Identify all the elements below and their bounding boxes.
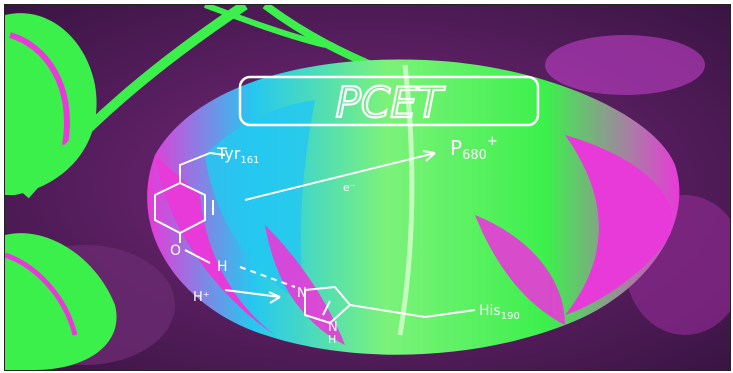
leaf-midrib bbox=[397, 64, 415, 336]
imidazole-ring bbox=[304, 285, 352, 325]
imidazole-double-bond bbox=[322, 300, 331, 316]
electron-label: e⁻ bbox=[343, 181, 356, 194]
bg-blob bbox=[545, 35, 705, 95]
stem bbox=[21, 5, 248, 199]
proton-label: H⁺ bbox=[193, 290, 210, 305]
leaf-region-magenta bbox=[475, 215, 565, 325]
o-h-bond bbox=[184, 249, 211, 264]
side-leaf-vein bbox=[9, 32, 70, 146]
electron-arrowhead bbox=[422, 150, 436, 162]
title-box bbox=[238, 75, 540, 127]
hydrogen-label: H bbox=[217, 259, 228, 275]
nitrogen-label: N bbox=[297, 286, 307, 301]
leaf-region-magenta bbox=[265, 225, 345, 345]
molecule-diagram bbox=[154, 150, 476, 325]
title: PCET bbox=[336, 78, 446, 127]
leaf-photo: PCET Tyr161 P680+ e⁻ O H H⁺ N N H His190 bbox=[5, 5, 730, 370]
leaf-edge bbox=[155, 155, 275, 335]
stem bbox=[203, 5, 326, 48]
his-label: His190 bbox=[479, 303, 520, 322]
p680-label: P680+ bbox=[450, 134, 498, 163]
nitrogen-h-label: H bbox=[328, 333, 336, 346]
his-linker bbox=[349, 304, 476, 319]
electron-arrow bbox=[244, 152, 436, 201]
proton-arrowhead bbox=[268, 291, 281, 304]
oxygen-label: O bbox=[170, 243, 181, 259]
leaf-edge bbox=[565, 135, 673, 315]
side-leaf-vein bbox=[5, 252, 78, 336]
h-n-hbond bbox=[239, 266, 296, 288]
tyr-linker bbox=[179, 151, 226, 183]
tyr-label: Tyr161 bbox=[216, 144, 259, 166]
image-frame: PCET Tyr161 P680+ e⁻ O H H⁺ N N H His190 bbox=[4, 4, 731, 371]
nitrogen-label: N bbox=[328, 320, 338, 335]
proton-arrow bbox=[224, 289, 281, 298]
